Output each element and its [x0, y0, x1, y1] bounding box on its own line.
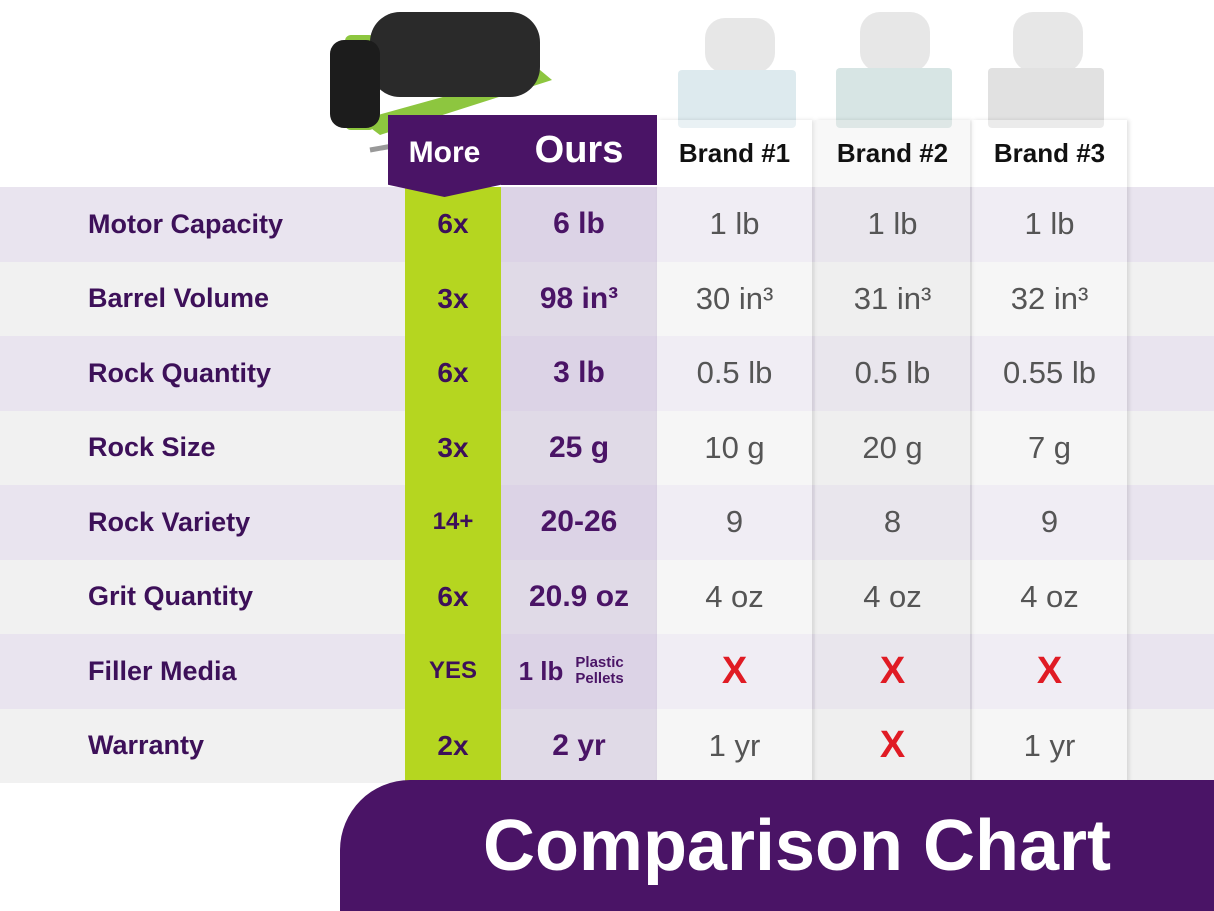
brand-value: 32 in³ [1010, 280, 1089, 316]
brand-column [657, 120, 812, 791]
more-value: 6x [437, 580, 469, 612]
ours-column [501, 187, 657, 791]
brand-value: X [721, 649, 748, 692]
tumbler-barrel [370, 12, 540, 97]
brand-value: 0.55 lb [1002, 355, 1097, 391]
brand-value: 0.5 lb [696, 355, 773, 391]
brand-header: Brand #1 [678, 137, 791, 168]
more-value: 3x [437, 282, 469, 314]
ours-value: 20.9 oz [528, 579, 630, 613]
more-value: YES [428, 657, 478, 685]
ours-cell: 1 lb Plastic Pellets [501, 634, 657, 709]
brand-value: 0.5 lb [854, 355, 931, 391]
ours-cell: 6 lb [501, 187, 657, 262]
ours-value: 3 lb [553, 356, 605, 390]
more-value: 6x [437, 357, 469, 389]
brand-value: 9 [1040, 504, 1059, 540]
ours-header: Ours [534, 128, 624, 171]
brand-value: X [879, 649, 906, 692]
brand-value: 20 g [862, 429, 923, 465]
tumbler-motor [330, 40, 380, 128]
brand-value: 10 g [704, 429, 765, 465]
ours-cell: 2 yr [501, 709, 657, 784]
ours-cell: 25 g [501, 411, 657, 486]
brand-value: 4 oz [1020, 578, 1079, 614]
brand-column [972, 120, 1127, 791]
ours-value: 1 lb [518, 655, 564, 686]
row-stripe [0, 187, 1214, 262]
brand-header: Brand #2 [836, 137, 949, 168]
brand-value: 4 oz [705, 578, 764, 614]
brand-value: X [879, 724, 906, 767]
row-stripe [0, 410, 1214, 485]
brand-column [815, 120, 970, 791]
row-label: Rock Quantity [88, 357, 272, 388]
brand-header: Brand #3 [993, 137, 1106, 168]
ours-cell: 20.9 oz [501, 560, 657, 635]
ours-value: 6 lb [553, 207, 605, 241]
more-value: 6x [437, 208, 469, 240]
row-label: Motor Capacity [88, 208, 284, 239]
row-stripe [0, 261, 1214, 336]
ours-value: 2 yr [552, 728, 606, 762]
chart-title: Comparison Chart [482, 805, 1112, 886]
brand-value: 4 oz [863, 578, 922, 614]
row-stripe [0, 634, 1214, 709]
brand-value: 1 yr [1023, 727, 1076, 763]
row-label: Warranty [88, 730, 205, 761]
ours-value: 20-26 [540, 505, 618, 539]
brand-value: 30 in³ [695, 280, 774, 316]
ours-cell: 3 lb [501, 336, 657, 411]
more-value: 14+ [432, 508, 474, 536]
ours-value: 25 g [548, 430, 610, 464]
ours-header-box [501, 115, 657, 185]
product-images [330, 12, 1104, 153]
more-column [405, 187, 501, 791]
ours-value: 98 in³ [539, 281, 619, 315]
ours-cell: 98 in³ [501, 262, 657, 337]
more-header-box [388, 115, 501, 197]
row-label: Barrel Volume [88, 283, 270, 314]
row-stripe [0, 559, 1214, 634]
more-header: More [408, 135, 481, 169]
competitor-images [678, 12, 1104, 128]
brand-value: 1 lb [867, 206, 918, 242]
brand-value: 1 yr [708, 727, 761, 763]
row-label: Rock Variety [88, 506, 251, 537]
brand-value: 7 g [1027, 429, 1072, 465]
title-banner [340, 780, 1214, 911]
more-value: 3x [437, 431, 469, 463]
brand-value: 1 lb [709, 206, 760, 242]
row-label: Rock Size [88, 432, 216, 463]
more-value: 2x [437, 729, 469, 761]
row-stripe [0, 485, 1214, 560]
brand-value: 9 [725, 504, 744, 540]
row-label: Filler Media [88, 655, 237, 686]
row-stripe [0, 336, 1214, 411]
ours-cell: 20-26 [501, 485, 657, 560]
brand-value: 31 in³ [853, 280, 932, 316]
brand-value: 1 lb [1024, 206, 1075, 242]
row-stripe [0, 708, 1214, 783]
ours-note: Plastic Pellets [575, 654, 624, 688]
row-label: Grit Quantity [88, 581, 254, 612]
brand-value: X [1036, 649, 1063, 692]
brand-value: 8 [883, 504, 902, 540]
